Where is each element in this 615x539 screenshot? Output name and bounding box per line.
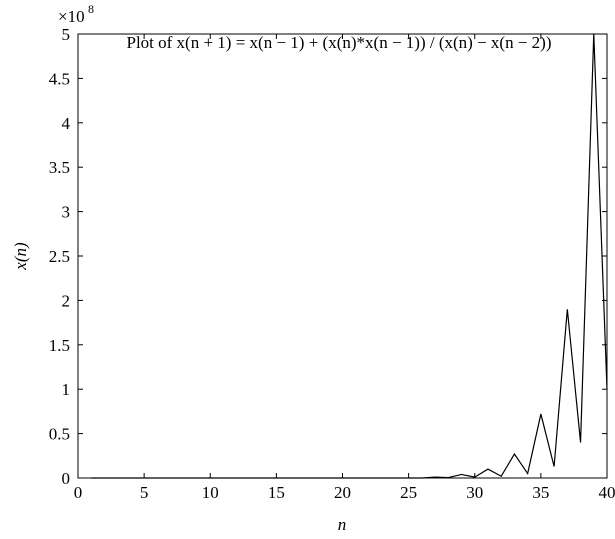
plot-frame	[77, 33, 608, 479]
chart-title: Plot of x(n + 1) = x(n − 1) + (x(n)*x(n …	[127, 33, 552, 52]
y-tick-label: 2	[62, 291, 71, 310]
x-tick-label: 30	[466, 483, 483, 502]
y-scale-base: ×10	[58, 7, 85, 26]
x-axis-label: n	[338, 515, 347, 534]
y-tick-label: 3.5	[49, 158, 70, 177]
x-tick-label: 15	[268, 483, 285, 502]
y-tick-label: 5	[62, 25, 71, 44]
y-tick-label: 4.5	[49, 69, 70, 88]
y-scale-exponent: 8	[88, 2, 94, 16]
x-tick-label: 40	[599, 483, 615, 502]
y-scale-multiplier: ×10 8	[58, 2, 94, 26]
x-tick-label: 20	[334, 483, 351, 502]
y-tick-label: 0	[62, 469, 71, 488]
x-axis: 0 5 10 15 20 25 30 35 40	[74, 34, 615, 502]
x-tick-label: 10	[202, 483, 219, 502]
y-tick-label: 0.5	[49, 425, 70, 444]
x-tick-label: 5	[140, 483, 149, 502]
x-tick-label: 0	[74, 483, 83, 502]
series-line	[91, 33, 608, 479]
y-tick-label: 4	[62, 114, 71, 133]
x-tick-label: 35	[532, 483, 549, 502]
x-tick-label: 25	[400, 483, 417, 502]
y-tick-label: 1	[62, 380, 71, 399]
y-axis: 0 0.5 1 1.5 2 2.5 3 3.5 4 4.5 5	[49, 25, 607, 488]
y-tick-label: 2.5	[49, 247, 70, 266]
y-tick-label: 1.5	[49, 336, 70, 355]
y-axis-label: x(n)	[11, 242, 30, 271]
y-tick-label: 3	[62, 203, 71, 222]
